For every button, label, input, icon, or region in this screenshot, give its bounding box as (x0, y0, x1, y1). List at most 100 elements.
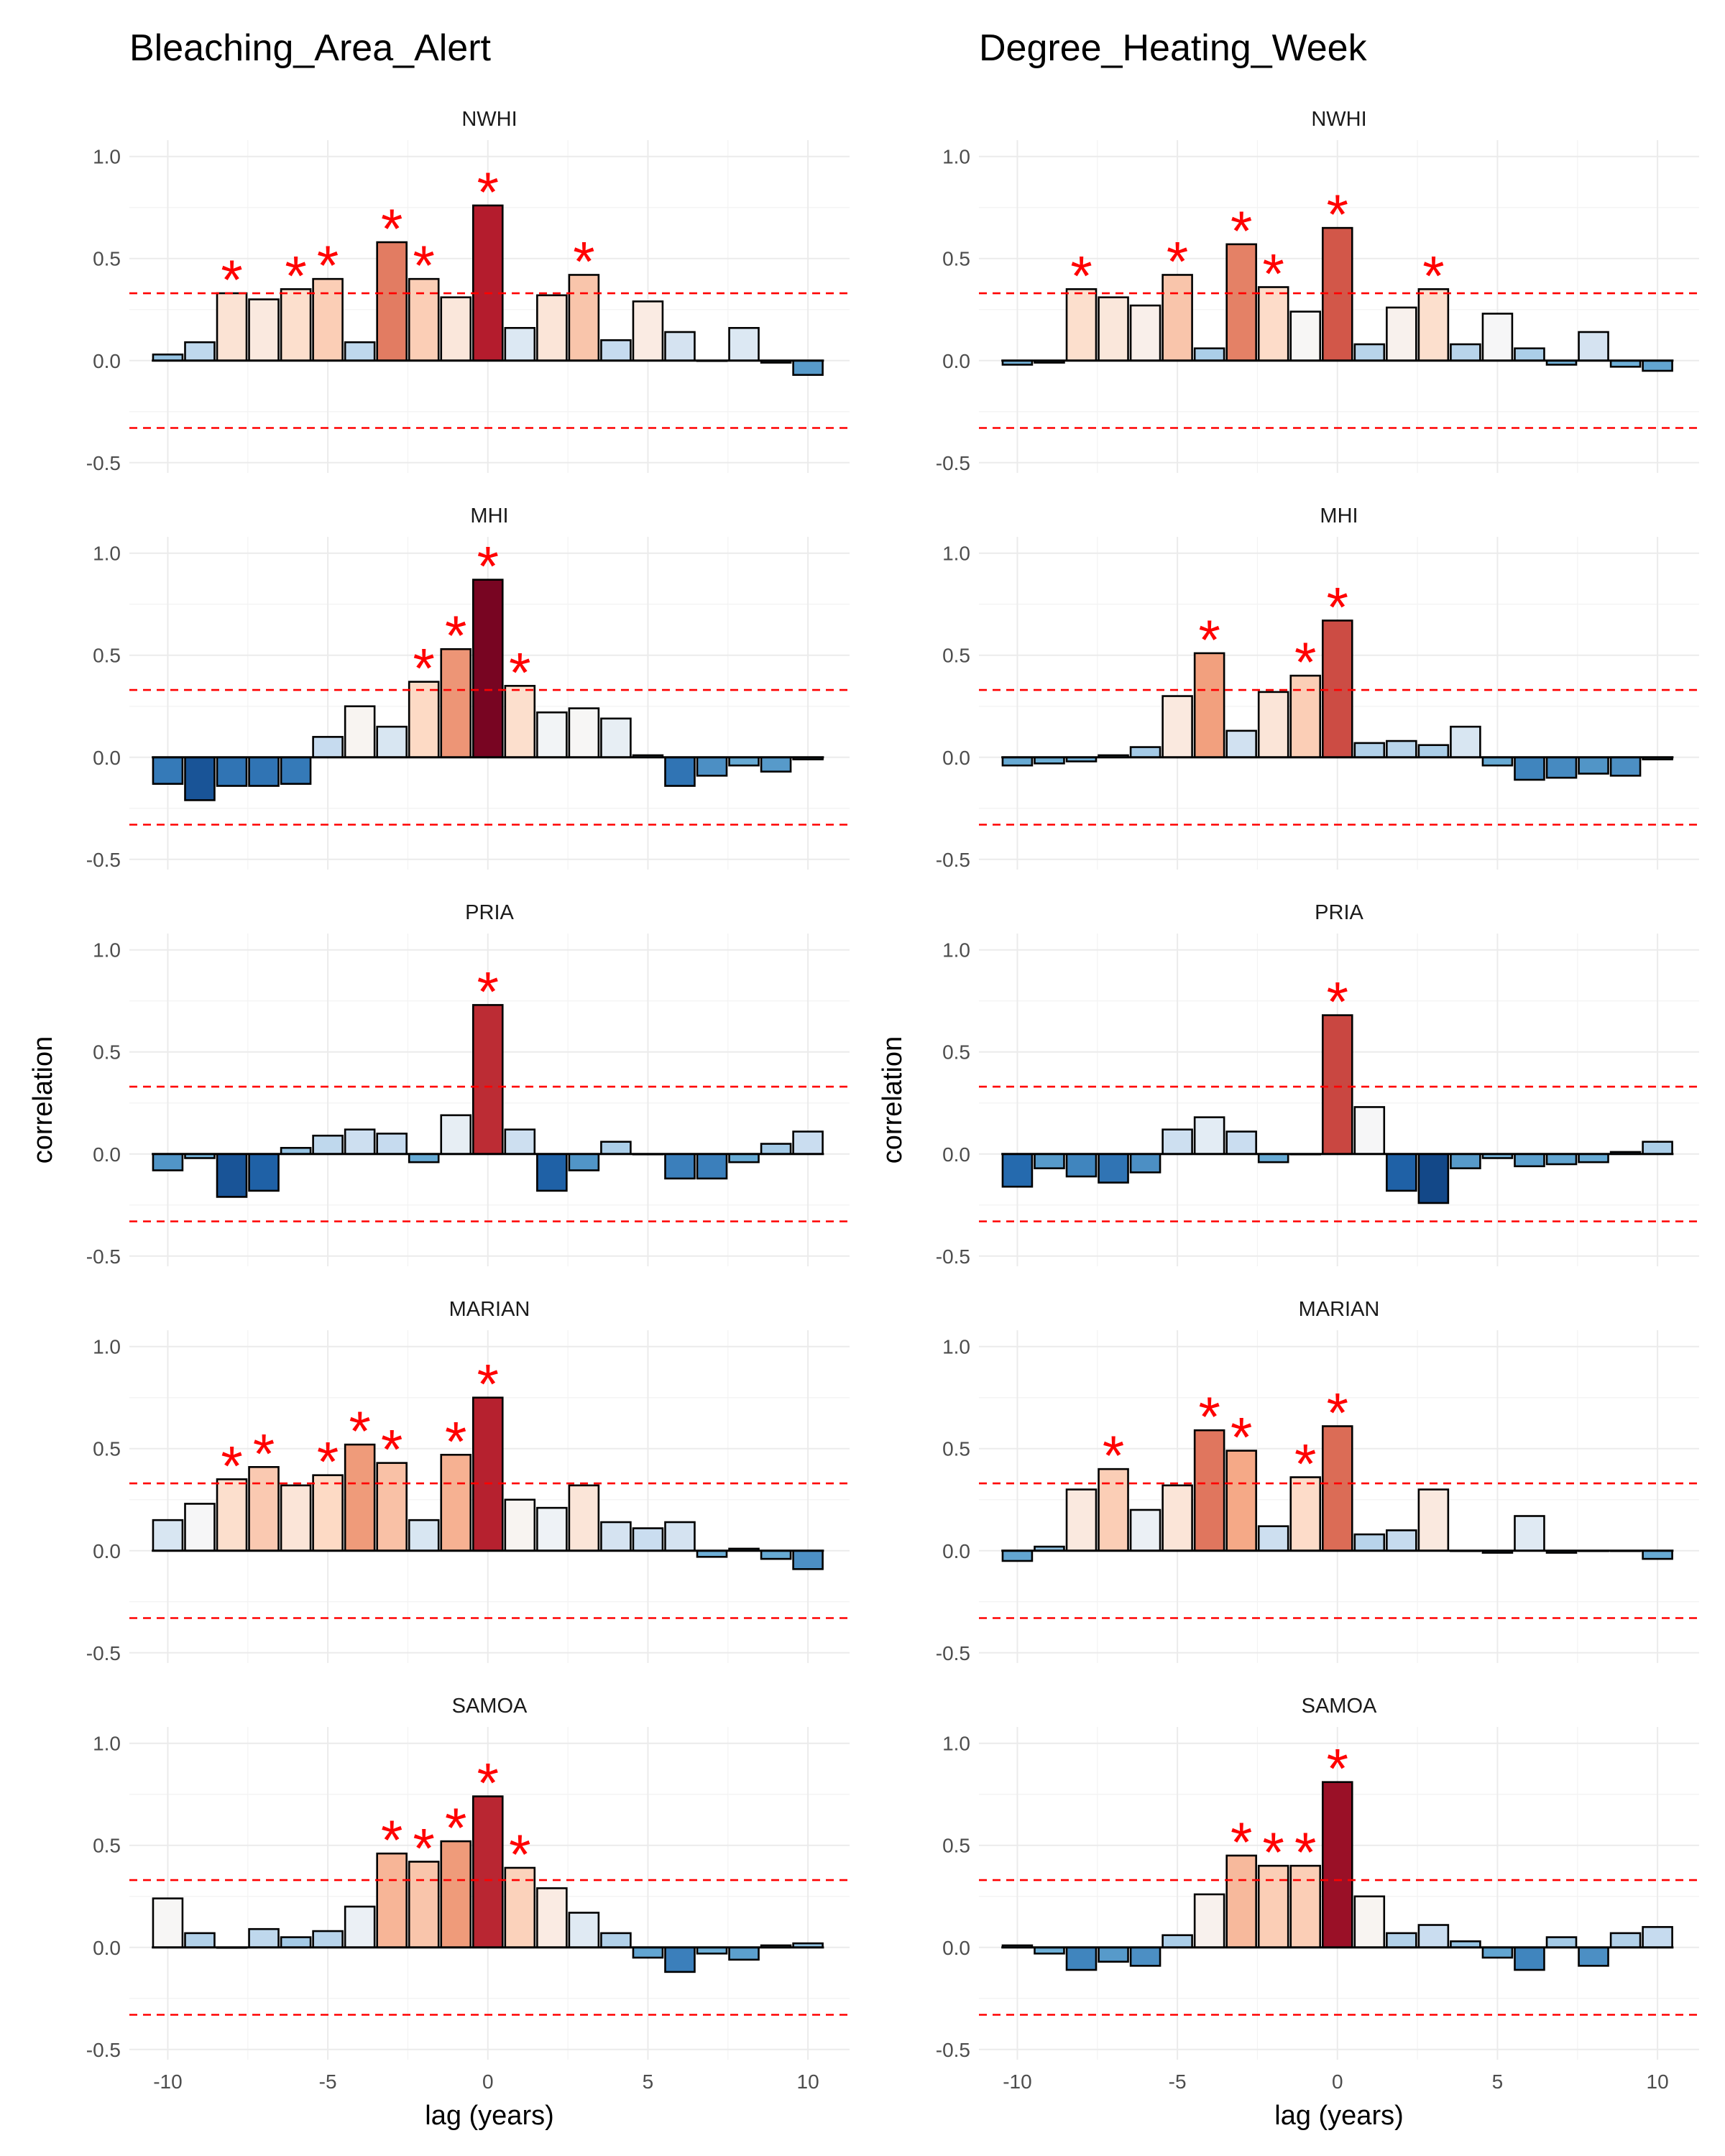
x-tick-label: 10 (1647, 2070, 1669, 2093)
bar-col1-marian-lag4 (600, 1521, 632, 1552)
bar-col1-pria-lag4 (600, 1141, 632, 1156)
significance-marker-col1-marian-lag-1: * (445, 1409, 466, 1473)
y-tick-label: 0.0 (93, 1143, 121, 1166)
bar-col2-nwhi-lag-8 (1065, 288, 1098, 362)
bar-col1-mhi-lag-10 (152, 756, 184, 785)
bar-col1-nwhi-lag6 (664, 331, 696, 362)
bar-col1-mhi-lag4 (600, 717, 632, 759)
bar-col2-nwhi-lag-2 (1257, 286, 1289, 362)
y-tick-label: 0.0 (942, 1540, 970, 1562)
bar-col1-nwhi-lag8 (728, 327, 760, 362)
significance-marker-col1-marian-lag-5: * (317, 1430, 339, 1493)
bar-col2-samoa-lag-4 (1193, 1893, 1225, 1949)
significance-marker-col1-samoa-lag-1: * (445, 1796, 466, 1859)
bar-col2-nwhi-lag-6 (1129, 304, 1162, 362)
bar-col2-pria-lag-5 (1162, 1128, 1193, 1156)
bar-col1-pria-lag-10 (152, 1153, 184, 1171)
panel-label-col2-nwhi: NWHI (1311, 108, 1366, 131)
y-tick-label: 1.0 (93, 1336, 121, 1358)
bar-col1-marian-lag5 (632, 1527, 664, 1552)
significance-marker-col1-samoa-lag1: * (509, 1823, 530, 1886)
bar-col2-pria-lag7 (1545, 1153, 1578, 1166)
bar-col2-pria-lag-10 (1001, 1153, 1034, 1188)
bar-col2-samoa-lag-6 (1129, 1946, 1162, 1967)
bar-col1-pria-lag8 (728, 1153, 760, 1164)
bar-col2-mhi-lag1 (1353, 742, 1386, 759)
bar-col1-nwhi-lag10 (792, 359, 824, 376)
x-tick-label: 0 (1332, 2070, 1343, 2093)
x-tick-label: 10 (797, 2070, 819, 2093)
y-tick-label: 1.0 (942, 1336, 970, 1358)
bar-col2-mhi-lag8 (1578, 756, 1609, 775)
bar-col1-nwhi-lag1 (504, 327, 536, 362)
significance-marker-col1-nwhi-lag0: * (477, 160, 499, 224)
bar-col1-pria-lag2 (536, 1153, 568, 1192)
bar-col1-samoa-lag-4 (344, 1905, 376, 1949)
bar-col1-samoa-lag-5 (312, 1930, 344, 1949)
y-tick-label: 0.5 (942, 1438, 970, 1460)
bar-col2-marian-lag-4 (1193, 1429, 1225, 1552)
significance-marker-col1-nwhi-lag3: * (573, 229, 594, 292)
y-tick-label: -0.5 (86, 849, 121, 871)
bar-col1-pria-lag1 (504, 1128, 536, 1156)
significance-marker-col1-samoa-lag-2: * (413, 1816, 435, 1879)
y-tick-label: 0.5 (942, 1041, 970, 1064)
significance-marker-col1-nwhi-lag-3: * (381, 197, 402, 260)
bar-col1-samoa-lag4 (600, 1932, 632, 1949)
significance-marker-col2-marian-lag-3: * (1230, 1406, 1252, 1469)
bar-col1-pria-lag7 (696, 1153, 728, 1180)
bar-col2-nwhi-lag-1 (1289, 310, 1322, 362)
y-tick-label: 0.0 (93, 350, 121, 372)
y-tick-label: -0.5 (86, 1245, 121, 1268)
significance-marker-col1-marian-lag-7: * (253, 1422, 275, 1485)
y-tick-label: 0.5 (93, 1438, 121, 1460)
bar-col1-pria-lag-2 (408, 1153, 440, 1164)
bar-col1-pria-lag10 (792, 1130, 824, 1156)
significance-marker-col1-mhi-lag1: * (509, 640, 530, 704)
bar-col2-marian-lag-10 (1001, 1549, 1034, 1562)
bar-col2-nwhi-lag-4 (1193, 347, 1225, 362)
bar-col2-mhi-lag2 (1386, 740, 1417, 759)
x-axis-title-col2: lag (years) (1274, 2101, 1404, 2131)
bar-col1-marian-lag3 (568, 1484, 600, 1552)
y-axis-title-col1: correlation (28, 1036, 58, 1164)
bar-col1-samoa-lag-10 (152, 1897, 184, 1949)
bar-col2-nwhi-lag-3 (1225, 243, 1257, 362)
significance-marker-col2-marian-lag-4: * (1198, 1385, 1220, 1448)
bar-col1-mhi-lag6 (664, 756, 696, 787)
bar-col2-nwhi-lag1 (1353, 343, 1386, 362)
bar-col1-mhi-lag2 (536, 711, 568, 759)
bar-col2-mhi-lag-2 (1257, 691, 1289, 759)
significance-marker-col1-nwhi-lag-8: * (221, 248, 242, 311)
y-tick-label: 1.0 (93, 939, 121, 962)
significance-marker-col2-nwhi-lag-5: * (1167, 229, 1188, 292)
bar-col1-marian-lag6 (664, 1521, 696, 1552)
y-tick-label: 0.0 (93, 1540, 121, 1562)
significance-marker-col2-marian-lag0: * (1327, 1381, 1348, 1445)
panel-label-col1-pria: PRIA (465, 901, 514, 924)
bar-col1-nwhi-lag-1 (440, 296, 472, 362)
bars-layer (152, 204, 1673, 1973)
significance-marker-col1-samoa-lag-3: * (381, 1808, 402, 1871)
x-tick-label: -5 (319, 2070, 337, 2093)
significance-marker-col2-marian-lag-1: * (1294, 1432, 1316, 1496)
bar-col1-marian-lag10 (792, 1549, 824, 1570)
x-tick-label: 5 (643, 2070, 654, 2093)
bar-col1-mhi-lag9 (760, 756, 792, 773)
bar-col2-mhi-lag-10 (1001, 756, 1034, 767)
significance-marker-col2-nwhi-lag-3: * (1230, 199, 1252, 262)
significance-marker-col2-pria-lag0: * (1327, 970, 1348, 1033)
bar-col1-samoa-lag-2 (408, 1861, 440, 1949)
bar-col1-mhi-lag7 (696, 756, 728, 777)
bar-col1-marian-lag2 (536, 1506, 568, 1552)
x-tick-label: -10 (1003, 2070, 1031, 2093)
bar-col1-samoa-lag3 (568, 1912, 600, 1949)
y-tick-label: 0.5 (93, 1041, 121, 1064)
y-tick-label: 1.0 (93, 146, 121, 168)
bar-col2-samoa-lag0 (1321, 1781, 1353, 1949)
y-tick-label: 0.5 (942, 248, 970, 270)
y-tick-label: -0.5 (936, 1642, 970, 1664)
panel-label-col2-pria: PRIA (1315, 901, 1363, 924)
y-tick-label: 0.5 (93, 645, 121, 667)
